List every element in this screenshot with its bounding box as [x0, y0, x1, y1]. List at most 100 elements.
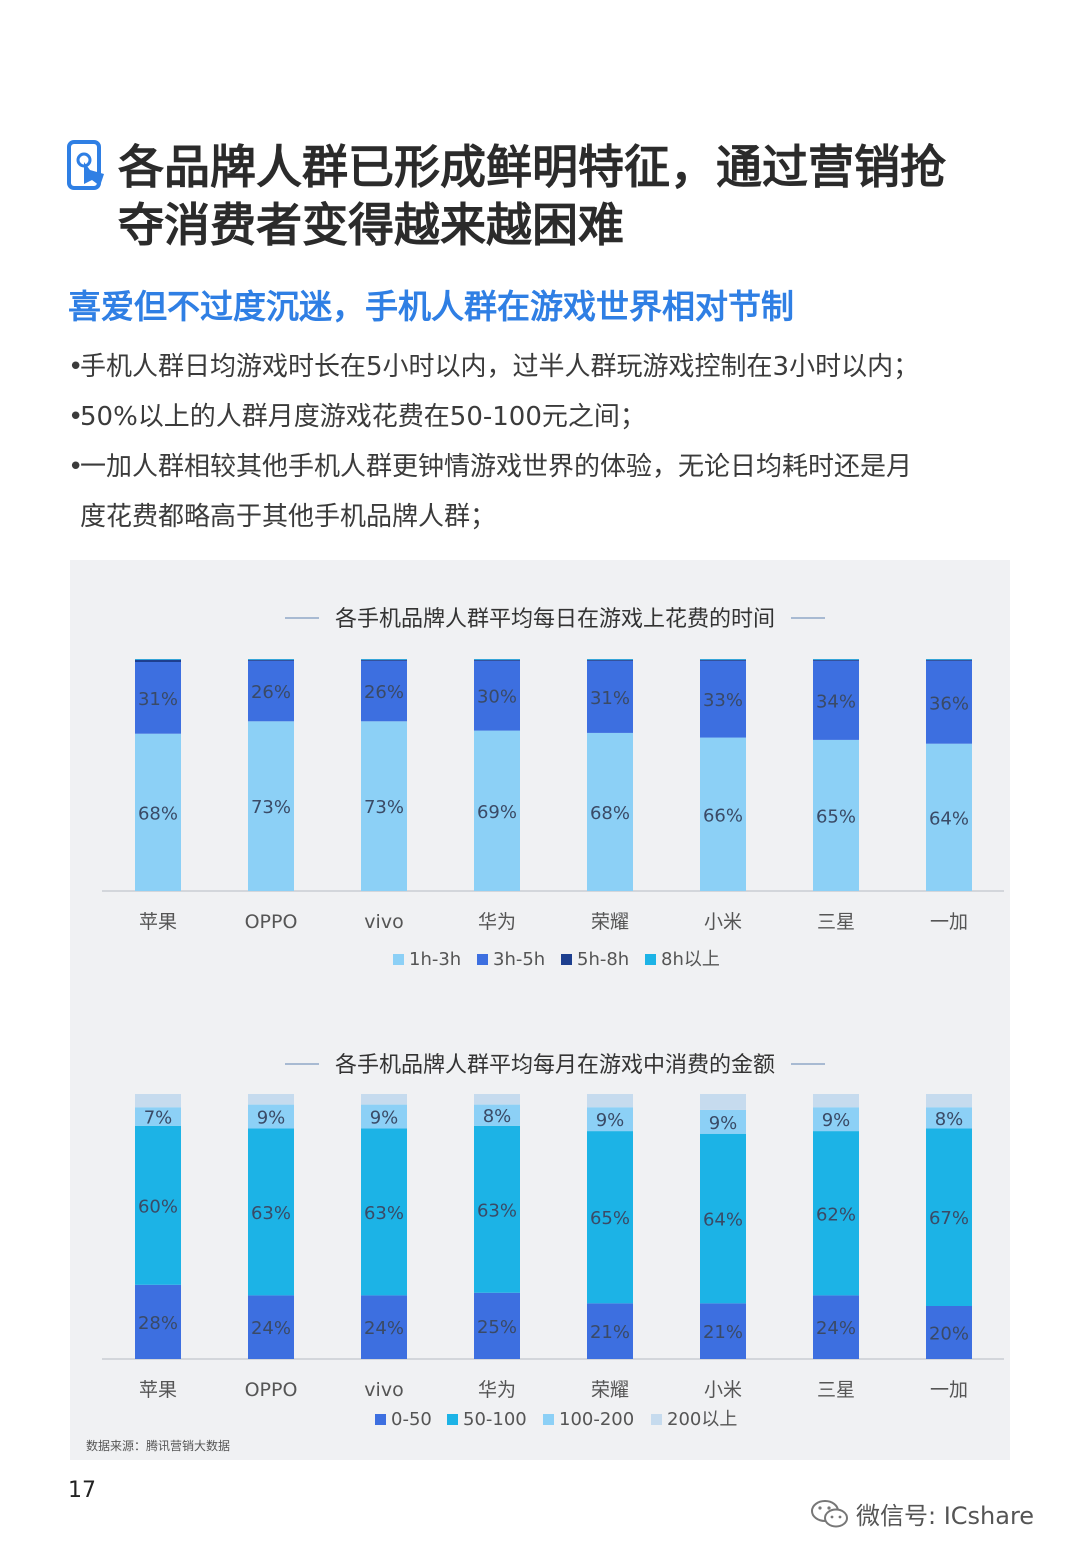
bar-segment — [135, 1094, 181, 1108]
legend-label: 50-100 — [463, 1409, 527, 1430]
data-label: 31% — [590, 688, 630, 709]
data-label: 21% — [590, 1322, 630, 1343]
x-tick-label: OPPO — [245, 911, 298, 933]
bar-segment — [361, 659, 407, 661]
data-label: 67% — [929, 1208, 969, 1229]
bar-segment — [587, 660, 633, 733]
bullet-text: 50%以上的人群月度游戏花费在50-100元之间； — [80, 402, 646, 432]
bar-segment — [813, 739, 859, 891]
bar-segment — [813, 659, 859, 660]
data-label: 63% — [477, 1200, 517, 1221]
bar-segment — [474, 1292, 520, 1359]
bar-segment — [926, 1128, 972, 1306]
data-label: 68% — [590, 803, 630, 824]
data-label: 34% — [816, 691, 856, 712]
bar-segment — [700, 659, 746, 660]
x-tick-label: 三星 — [817, 1379, 855, 1401]
data-label: 64% — [929, 808, 969, 829]
bullet-item: •一加人群相较其他手机人群更钟情游戏世界的体验，无论日均耗时还是月 — [68, 452, 913, 482]
bar-segment — [587, 1094, 633, 1108]
bar-segment — [700, 1133, 746, 1304]
bar-segment — [361, 1104, 407, 1129]
legend-swatch — [393, 954, 404, 965]
legend-label: 8h以上 — [661, 949, 720, 970]
data-label: 30% — [477, 687, 517, 708]
chart-title: 各手机品牌人群平均每日在游戏上花费的时间 — [335, 607, 775, 632]
bar-segment — [700, 1303, 746, 1359]
x-tick-label: 苹果 — [139, 911, 177, 933]
data-label: 64% — [703, 1210, 743, 1231]
data-label: 68% — [138, 803, 178, 824]
bar-segment — [813, 1131, 859, 1296]
data-label: 26% — [364, 682, 404, 703]
data-label: 62% — [816, 1204, 856, 1225]
bar-segment — [926, 1306, 972, 1359]
bar-segment — [361, 659, 407, 660]
bar-segment — [248, 1295, 294, 1359]
bar-segment — [474, 1094, 520, 1105]
x-tick-label: 一加 — [930, 1379, 968, 1401]
wechat-watermark: 微信号: ICshare — [810, 1494, 1050, 1534]
page-number: 17 — [68, 1478, 96, 1503]
bar-segment — [474, 660, 520, 731]
data-label: 63% — [251, 1203, 291, 1224]
data-label: 24% — [251, 1318, 291, 1339]
bullet-list: •手机人群日均游戏时长在5小时以内，过半人群玩游戏控制在3小时以内； •50%以… — [68, 342, 1018, 542]
legend-label: 5h-8h — [577, 949, 629, 970]
bar-segment — [248, 659, 294, 661]
x-tick-label: 苹果 — [139, 1379, 177, 1401]
wechat-id: 微信号: ICshare — [856, 1502, 1035, 1530]
bar-segment — [474, 1104, 520, 1126]
data-label: 28% — [138, 1313, 178, 1334]
bar-segment — [926, 1094, 972, 1108]
bar-segment — [587, 659, 633, 660]
bar-segment — [926, 659, 972, 661]
bar-segment — [926, 659, 972, 660]
bar-segment — [587, 1107, 633, 1132]
bar-segment — [813, 660, 859, 740]
bar-segment — [587, 1303, 633, 1359]
data-label: 8% — [483, 1106, 512, 1127]
bar-segment — [135, 659, 181, 660]
wechat-logo-icon — [811, 1500, 848, 1528]
x-tick-label: 华为 — [478, 911, 516, 933]
data-label: 31% — [138, 689, 178, 710]
legend-swatch — [375, 1414, 386, 1425]
bar-segment — [813, 1094, 859, 1108]
bar-segment — [700, 660, 746, 738]
data-label: 65% — [816, 806, 856, 827]
legend-swatch — [543, 1414, 554, 1425]
page-title: 各品牌人群已形成鲜明特征，通过营销抢 夺消费者变得越来越困难 — [118, 138, 1018, 254]
data-label: 73% — [251, 797, 291, 818]
data-label: 9% — [709, 1113, 738, 1134]
x-tick-label: 小米 — [704, 1379, 742, 1401]
bar-segment — [361, 660, 407, 722]
bar-segment — [813, 659, 859, 661]
data-label: 26% — [251, 682, 291, 703]
bar-segment — [926, 743, 972, 891]
section-subtitle: 喜爱但不过度沉迷，手机人群在游戏世界相对节制 — [68, 287, 794, 326]
x-tick-label: 荣耀 — [591, 911, 629, 933]
bar-segment — [361, 721, 407, 891]
data-label: 20% — [929, 1324, 969, 1345]
legend-label: 3h-5h — [493, 949, 545, 970]
bar-segment — [248, 721, 294, 891]
bar-segment — [474, 659, 520, 661]
x-tick-label: vivo — [364, 1379, 403, 1401]
x-tick-label: OPPO — [245, 1379, 298, 1401]
bar-segment — [248, 1128, 294, 1296]
bar-segment — [361, 1128, 407, 1296]
data-label: 21% — [703, 1322, 743, 1343]
bullet-text: 手机人群日均游戏时长在5小时以内，过半人群玩游戏控制在3小时以内； — [80, 352, 920, 382]
x-tick-label: 三星 — [817, 911, 855, 933]
data-label: 60% — [138, 1196, 178, 1217]
data-label: 69% — [477, 802, 517, 823]
bar-segment — [813, 1107, 859, 1132]
bar-segment — [587, 732, 633, 891]
data-label: 73% — [364, 797, 404, 818]
bar-segment — [700, 1109, 746, 1134]
bar-segment — [248, 660, 294, 722]
bar-segment — [700, 659, 746, 661]
legend-swatch — [561, 954, 572, 965]
